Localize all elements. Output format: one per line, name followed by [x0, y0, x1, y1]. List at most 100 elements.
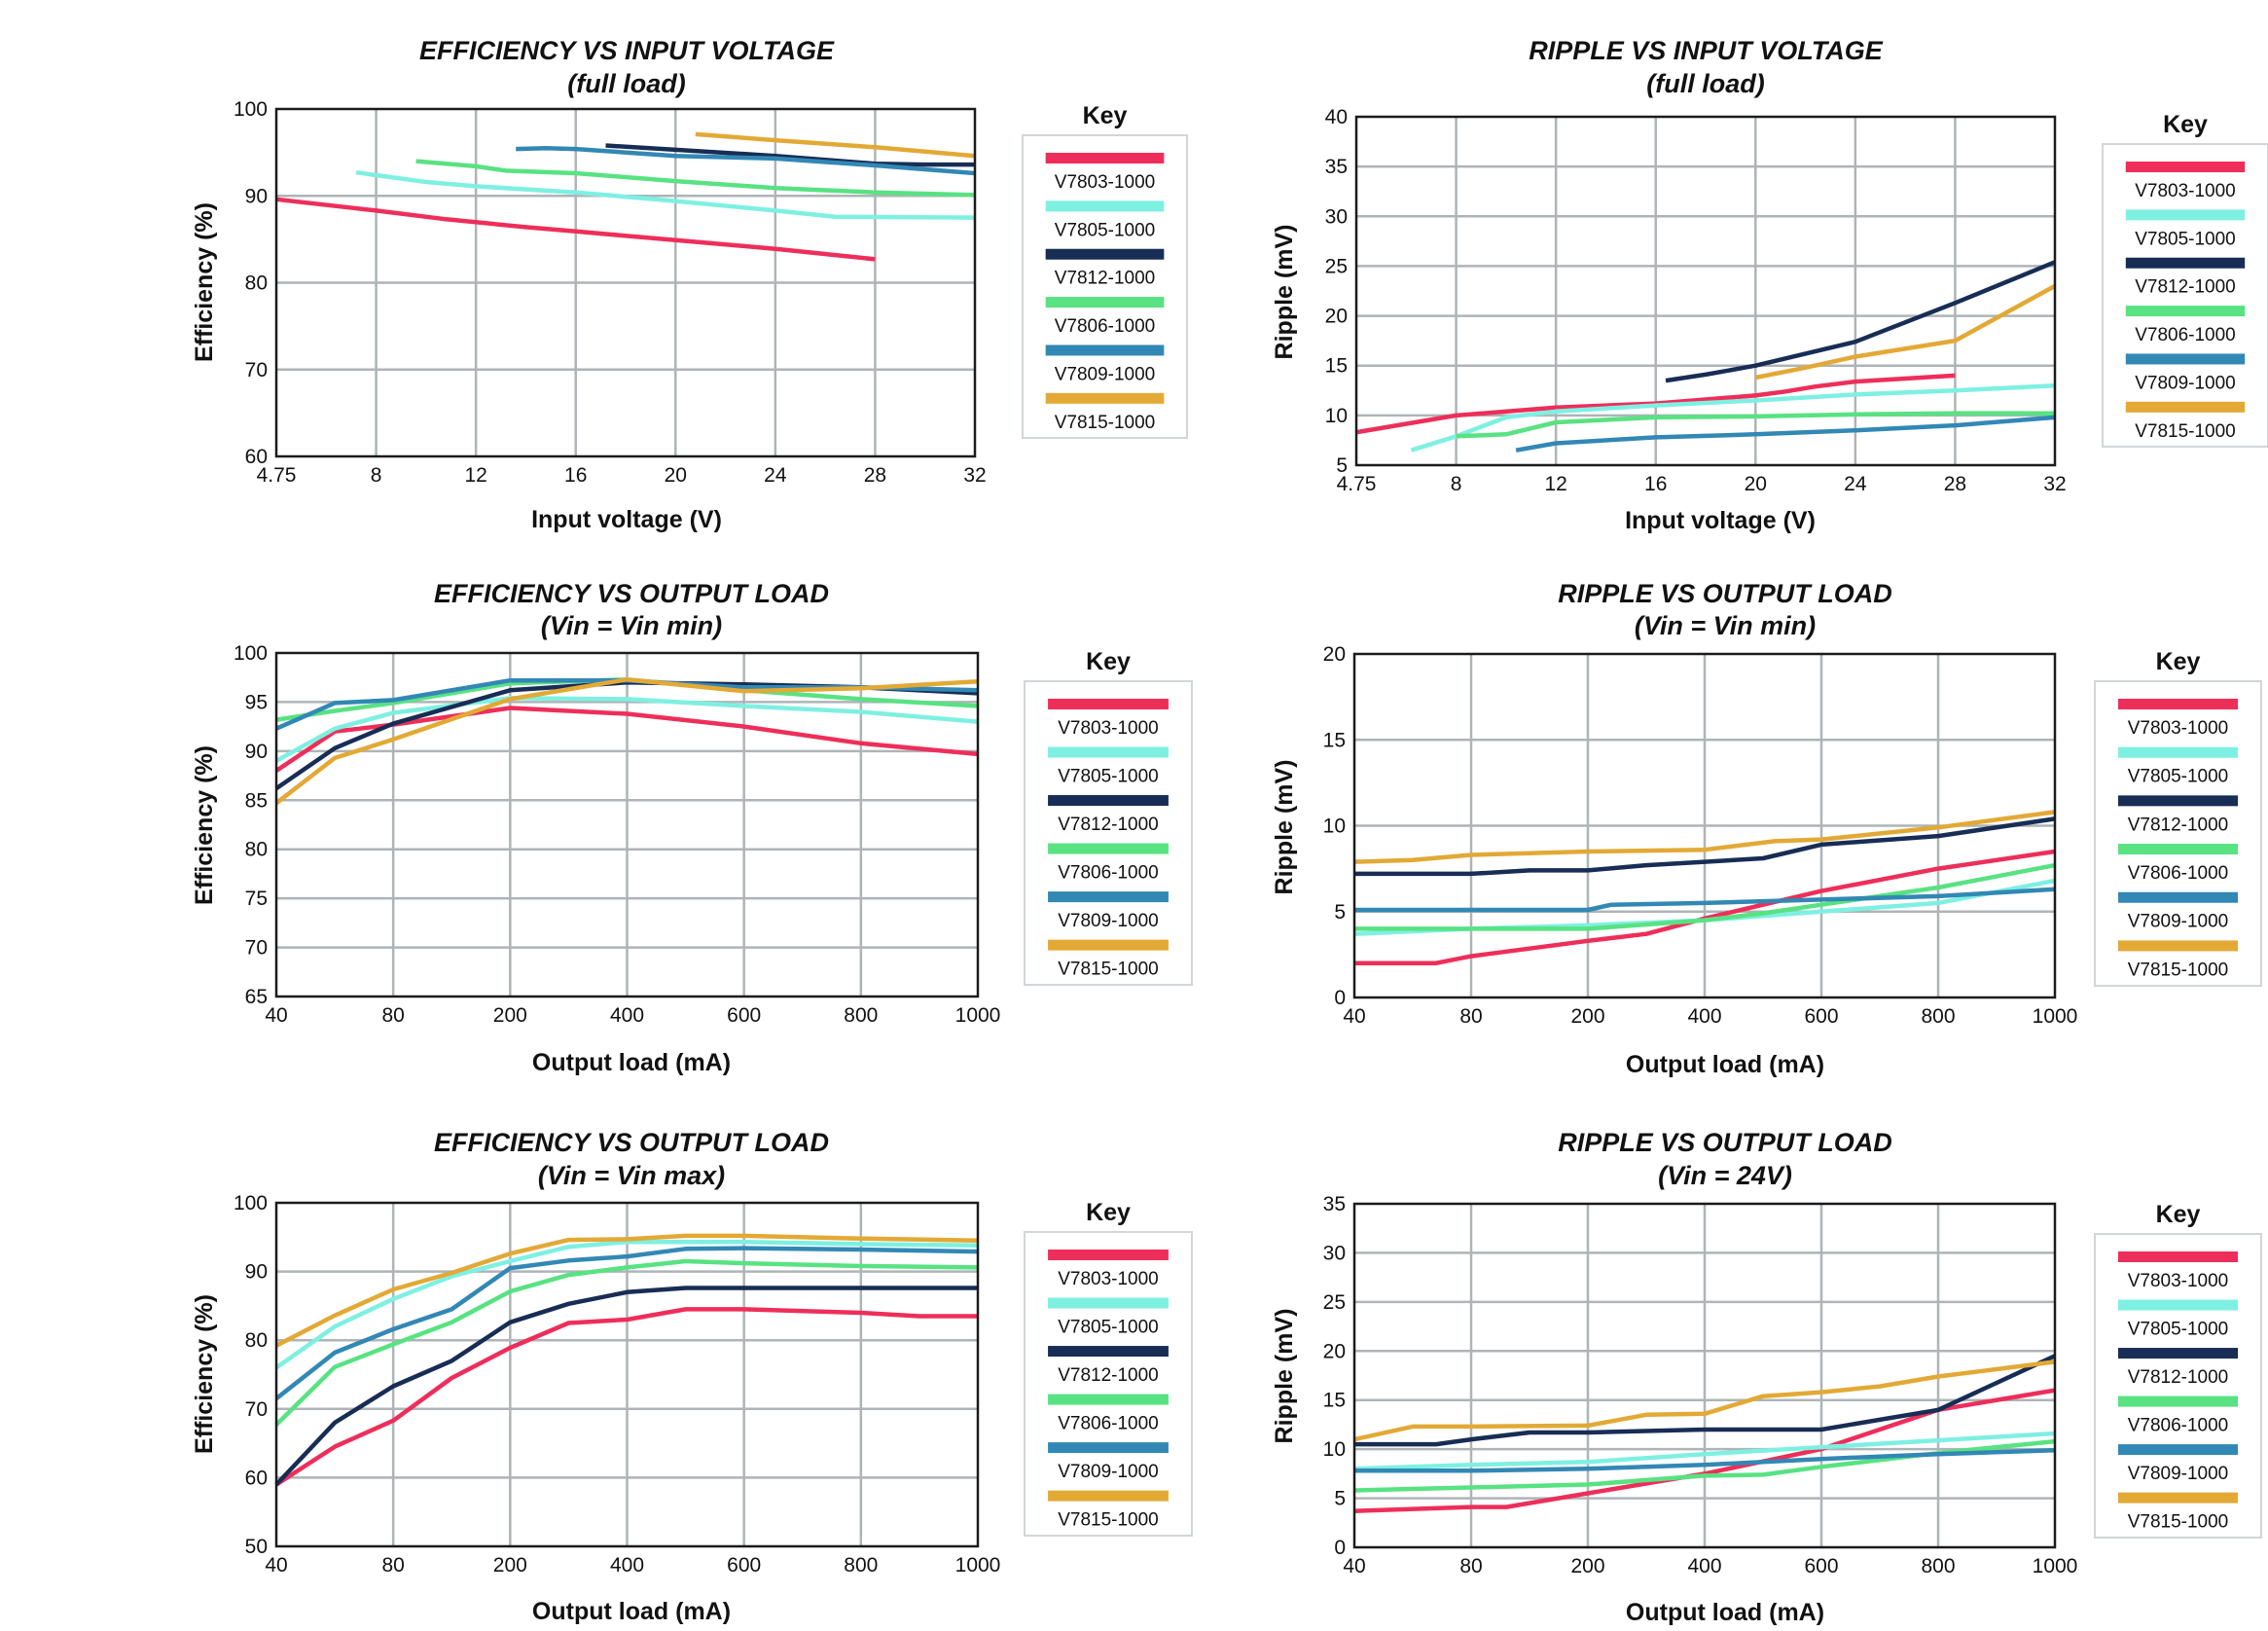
x-tick-label: 600 — [727, 1554, 761, 1577]
y-tick-label: 100 — [234, 1192, 268, 1214]
legend-swatch — [2125, 162, 2246, 172]
chart-6: RIPPLE VS OUTPUT LOAD(Vin = 24V)40 80 200 4… — [1271, 1128, 2262, 1626]
x-tick-label: 200 — [1570, 1555, 1604, 1577]
plot-frame — [274, 1201, 980, 1548]
legend-entry: V7809-1000 — [1058, 911, 1159, 931]
legend-entry: V7812-1000 — [1058, 815, 1159, 835]
y-axis-label: Efficiency (%) — [191, 202, 218, 362]
grid — [1354, 1204, 2055, 1547]
series-line-v7815-1000 — [274, 1233, 979, 1348]
legend-entry: V7803-1000 — [2135, 181, 2236, 201]
legend-frame — [1022, 134, 1188, 439]
y-tick-label: 15 — [1325, 355, 1348, 378]
y-tick-label: 70 — [245, 1398, 268, 1421]
y-tick-label: 20 — [1325, 306, 1348, 328]
series-line-v7812-1000 — [274, 1286, 978, 1487]
y-tick-label: 0 — [1334, 987, 1346, 1009]
y-tick-label: 50 — [245, 1536, 268, 1558]
series-line-v7805-1000 — [355, 169, 976, 220]
legend-entry: V7815-1000 — [1055, 413, 1156, 433]
x-axis-label: Output load (mA) — [1626, 1051, 1824, 1078]
y-tick-label: 60 — [245, 446, 268, 468]
chart-title: RIPPLE VS OUTPUT LOAD — [1558, 579, 1892, 608]
x-tick-label: 400 — [1687, 1005, 1721, 1028]
x-tick-label: 1000 — [2033, 1005, 2078, 1028]
legend-swatch — [2117, 940, 2239, 952]
chart-3: EFFICIENCY VS OUTPUT LOAD (Vin = Vin min)… — [191, 579, 1193, 1076]
series-line-v7803-1000 — [1353, 1388, 2056, 1513]
legend-title: Key — [2163, 111, 2208, 138]
chart-subtitle: (Vin = Vin min) — [541, 611, 722, 640]
legend-entry: V7806-1000 — [1058, 1414, 1159, 1434]
legend-frame — [2094, 1233, 2262, 1539]
y-tick-label: 5 — [1334, 1488, 1346, 1510]
legend-swatch — [1048, 1490, 1169, 1502]
series-line-v7815-1000 — [1754, 283, 2057, 381]
legend-frame — [1024, 1231, 1193, 1537]
series-line-v7812-1000 — [1354, 816, 2056, 877]
y-tick-label: 90 — [245, 741, 268, 763]
y-tick-label: 100 — [234, 642, 268, 665]
y-tick-label: 10 — [1323, 816, 1346, 838]
chart-5: EFFICIENCY VS OUTPUT LOAD (Vin = Vin max)… — [191, 1128, 1193, 1625]
legend-frame — [1024, 680, 1193, 986]
series-line-v7812-1000 — [1354, 1354, 2056, 1447]
series-lines — [274, 1233, 979, 1487]
legend-swatch — [1045, 200, 1165, 212]
chart-subtitle: (full load) — [567, 69, 685, 98]
legend-swatch — [1045, 153, 1165, 163]
x-tick-label: 28 — [1944, 473, 1966, 495]
x-axis-label: Input voltage (V) — [1625, 507, 1816, 534]
legend-swatch — [2117, 795, 2239, 807]
x-axis-label: Output load (mA) — [532, 1049, 731, 1076]
series-line-v7806-1000 — [274, 1258, 979, 1427]
x-tick-label: 40 — [1343, 1005, 1365, 1028]
y-axis-label: Ripple (mV) — [1271, 225, 1298, 360]
y-tick-label: 40 — [1325, 106, 1348, 128]
series-line-v7806-1000 — [415, 159, 976, 198]
legend-swatch — [2125, 306, 2246, 317]
y-tick-label: 70 — [245, 359, 268, 381]
x-tick-label: 200 — [493, 1554, 527, 1577]
legend-entry: V7805-1000 — [2128, 1320, 2229, 1340]
y-tick-label: 15 — [1323, 1390, 1346, 1412]
y-tick-label: 10 — [1325, 405, 1348, 427]
series-line-v7809-1000 — [516, 145, 976, 176]
x-tick-label: 200 — [493, 1004, 527, 1027]
y-tick-label: 70 — [245, 937, 268, 960]
x-tick-label: 600 — [1804, 1005, 1838, 1028]
legend-swatch — [1048, 891, 1169, 903]
legend: Key V7803-1000 V7805-1000 V7812-1000 V7806-1… — [2102, 111, 2268, 448]
x-tick-label: 400 — [610, 1554, 644, 1577]
series-line-v7805-1000 — [1353, 1431, 2056, 1471]
legend-swatch — [1048, 699, 1169, 709]
legend-entry: V7809-1000 — [1058, 1462, 1159, 1482]
legend-swatch — [2117, 1492, 2239, 1504]
chart-subtitle: (Vin = Vin max) — [538, 1161, 725, 1190]
x-tick-label: 8 — [371, 464, 382, 487]
y-tick-label: 20 — [1323, 1340, 1346, 1362]
legend-swatch — [2125, 257, 2246, 269]
legend-frame — [2102, 143, 2268, 448]
chart-subtitle: (full load) — [1646, 69, 1764, 98]
x-axis-label: Output load (mA) — [532, 1598, 731, 1625]
y-axis-label: Ripple (mV) — [1271, 1309, 1298, 1444]
y-tick-label: 85 — [245, 789, 268, 812]
x-tick-label: 600 — [727, 1004, 761, 1027]
series-line-v7815-1000 — [1353, 1359, 2056, 1442]
x-tick-label: 32 — [963, 464, 986, 487]
x-tick-label: 1000 — [2033, 1555, 2078, 1577]
legend-swatch — [2117, 891, 2239, 903]
chart-subtitle: (Vin = 24V) — [1658, 1161, 1792, 1190]
x-tick-label: 16 — [564, 464, 587, 487]
series-lines — [274, 676, 979, 806]
y-tick-label: 30 — [1323, 1242, 1346, 1264]
x-tick-label: 80 — [381, 1554, 404, 1577]
x-tick-label: 80 — [1459, 1555, 1482, 1577]
x-tick-label: 400 — [1687, 1555, 1721, 1577]
y-tick-label: 90 — [245, 185, 268, 207]
legend-entry: V7815-1000 — [2135, 421, 2236, 442]
y-tick-label: 80 — [245, 1329, 268, 1352]
legend-entry: V7803-1000 — [1058, 718, 1159, 739]
